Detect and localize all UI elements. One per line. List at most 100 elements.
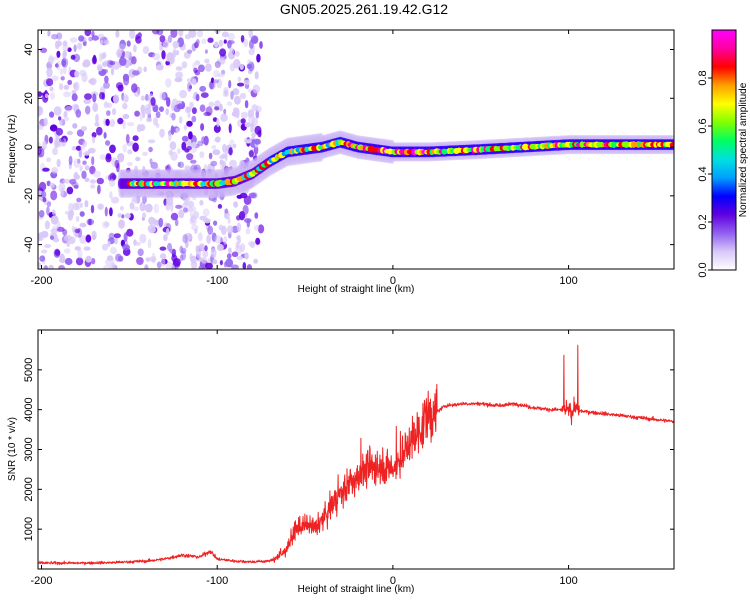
noise-speck [195,93,200,102]
noise-speck [220,225,227,235]
noise-speck [131,83,138,93]
noise-speck [66,242,70,247]
noise-speck [207,225,214,235]
noise-speck [59,68,64,75]
noise-speck [244,139,252,144]
snr-axes: -200 -100 0 100 1000 2000 3000 4000 5000 [23,330,674,587]
noise-speck [47,30,51,37]
noise-speck [50,215,59,225]
noise-speck [89,179,96,184]
colorbar-frame [711,29,737,271]
noise-speck [70,54,76,60]
noise-speck [196,30,204,38]
noise-speck [91,30,95,37]
noise-speck [233,95,241,105]
noise-speck [63,50,67,58]
noise-speck [229,47,235,55]
noise-speck [255,237,261,245]
noise-speck [142,46,150,54]
colorbar-tick-label: 0.4 [697,166,709,181]
noise-speck [132,70,140,76]
noise-speck [191,206,197,213]
spectrogram-xtick-label: 0 [390,275,396,287]
noise-speck [114,236,118,245]
noise-speck [144,203,153,213]
snr-panel: -200 -100 0 100 1000 2000 3000 4000 5000 Height … [7,329,675,595]
colorbar-tick-label: 0.8 [697,70,709,85]
noise-speck [202,208,210,217]
noise-speck [119,39,126,50]
noise-speck [204,245,208,252]
noise-speck [205,63,212,72]
noise-speck [178,209,185,219]
noise-speck [256,53,261,63]
noise-speck [40,230,49,238]
noise-speck [139,112,143,122]
noise-speck [219,159,224,165]
noise-speck [218,39,224,47]
noise-speck [139,201,146,212]
noise-speck [90,258,96,265]
noise-speck [76,197,82,203]
noise-speck [105,154,112,163]
noise-speck [240,35,245,43]
noise-speck [220,113,228,122]
noise-speck [46,206,50,216]
noise-speck [252,84,261,94]
colorbar-tick-label: 0.0 [697,262,709,277]
noise-speck [259,41,263,49]
noise-speck [117,213,122,218]
noise-speck [105,140,111,146]
noise-speck [75,109,82,118]
noise-speck [56,140,61,149]
noise-speck [223,235,228,245]
noise-speck [161,50,166,60]
noise-speck [91,136,96,144]
noise-speck [134,241,141,246]
noise-speck [236,194,243,199]
noise-speck [117,154,125,163]
noise-speck [172,50,177,58]
noise-speck [99,154,107,160]
noise-speck [214,106,220,111]
noise-speck [151,30,160,35]
noise-speck [248,88,252,93]
noise-speck [159,92,166,101]
noise-speck [236,222,242,233]
noise-speck [49,111,55,118]
noise-speck [79,211,85,217]
noise-speck [251,132,257,138]
noise-speck [145,257,150,262]
noise-speck [224,208,229,214]
noise-speck [122,144,127,153]
noise-speck [74,246,81,251]
noise-speck [99,92,105,100]
noise-speck [78,148,83,158]
noise-speck [200,92,209,98]
noise-speck [116,49,122,58]
noise-speck [122,113,130,120]
noise-speck [71,93,78,102]
colorbar: 0.0 0.2 0.4 0.6 0.8 Normalized spectral ampl… [697,29,749,278]
noise-speck [236,235,241,241]
noise-speck [197,64,205,73]
noise-speck [172,41,180,49]
noise-speck [159,246,167,251]
noise-speck [56,226,65,232]
noise-speck [147,238,152,249]
noise-speck [168,131,172,142]
noise-speck [102,243,109,251]
noise-speck [68,202,75,212]
snr-ylabel: SNR (10 * v/v) [7,417,18,481]
noise-speck [109,207,113,217]
noise-speck [103,81,110,89]
noise-speck [223,108,227,115]
noise-speck [239,92,247,100]
noise-speck [178,30,184,37]
noise-speck [89,165,96,175]
noise-speck [59,253,65,263]
noise-speck [62,44,69,52]
noise-speck [51,167,59,174]
noise-speck [165,52,173,63]
noise-speck [73,158,81,168]
